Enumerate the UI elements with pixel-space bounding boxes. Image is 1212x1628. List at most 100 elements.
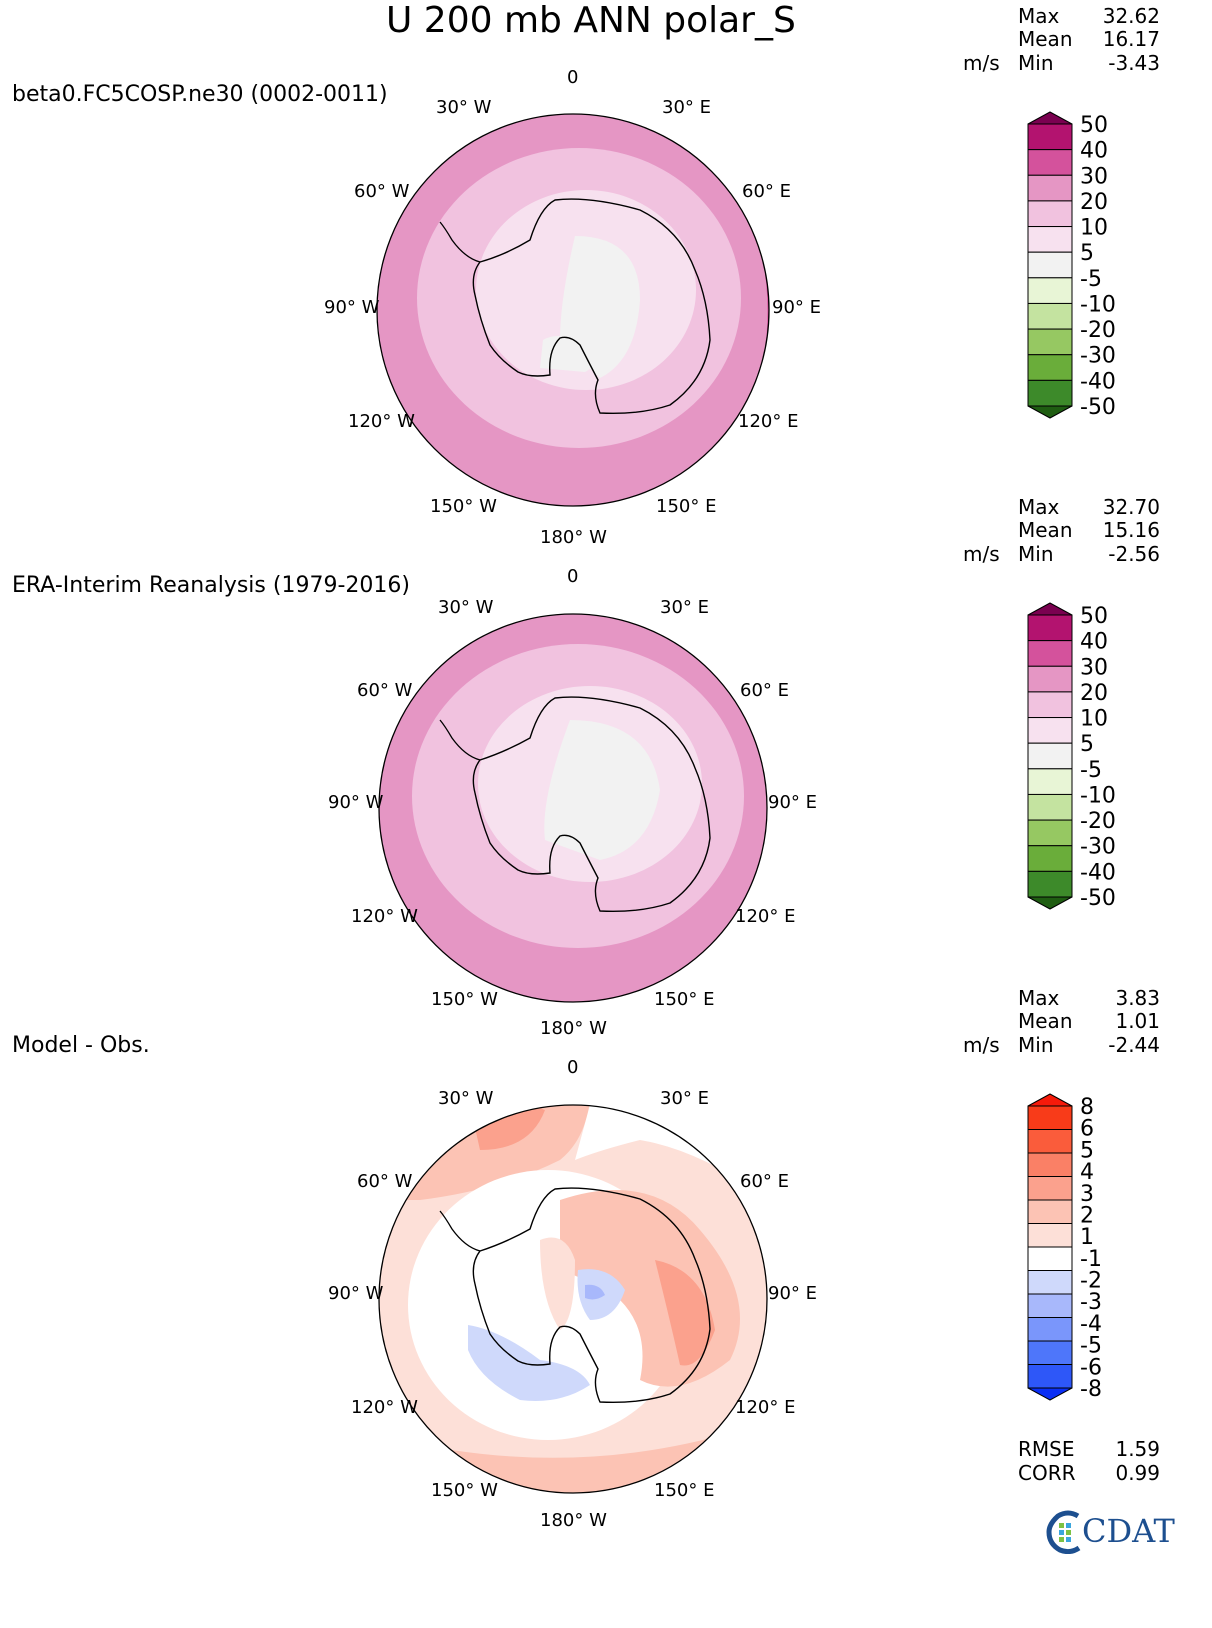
colorbar-tick-label: -30 (1080, 835, 1116, 860)
lon-label-30w: 30° W (438, 597, 494, 618)
colorbar-tick-label: 5 (1080, 732, 1094, 757)
lon-label-90e: 90° E (768, 792, 817, 813)
stat-min-label: Min (1018, 51, 1054, 75)
corr-value: 0.99 (1115, 1461, 1160, 1485)
lon-label-120w: 120° W (351, 1397, 418, 1418)
panel-label: ERA-Interim Reanalysis (1979-2016) (12, 573, 410, 598)
polar-map-ref (378, 613, 768, 1003)
stat-min-value: -2.56 (1108, 542, 1160, 566)
colorbar-tick-label: -8 (1080, 1377, 1102, 1402)
lon-label-60w: 60° W (354, 181, 410, 202)
lon-label-30w: 30° W (436, 97, 492, 118)
colorbar-tick-label: -20 (1080, 809, 1116, 834)
colorbar-box (1027, 226, 1073, 253)
colorbar-box (1027, 174, 1073, 202)
colorbar-tick-label: -50 (1080, 395, 1116, 420)
lon-label-150e: 150° E (656, 496, 717, 517)
colorbar-box (1027, 200, 1073, 228)
stat-max-label: Max (1018, 4, 1060, 28)
polar-map-diff (378, 1104, 768, 1494)
stat-mean-label: Mean (1018, 1009, 1073, 1033)
lon-label-120w: 120° W (348, 411, 415, 432)
lon-label-90w: 90° W (324, 297, 380, 318)
colorbar-box (1027, 277, 1073, 304)
lon-label-90e: 90° E (772, 297, 821, 318)
stat-max-value: 3.83 (1115, 986, 1160, 1010)
colorbar-tick-label: 20 (1080, 190, 1108, 215)
stat-max-value: 32.70 (1102, 495, 1160, 519)
figure-title: U 200 mb ANN polar_S (386, 0, 796, 41)
lon-label-60w: 60° W (357, 1171, 413, 1192)
colorbar-box (1027, 640, 1073, 667)
rmse-value: 1.59 (1115, 1437, 1160, 1461)
lon-label-120e: 120° E (738, 411, 799, 432)
lon-label-0: 0 (567, 67, 579, 88)
lon-label-0: 0 (567, 1057, 579, 1078)
colorbar-box (1027, 302, 1073, 330)
lon-label-120e: 120° E (735, 1397, 796, 1418)
colorbar-box (1027, 1199, 1073, 1224)
colorbar-box (1027, 665, 1073, 693)
lon-label-150w: 150° W (431, 1480, 498, 1501)
colorbar-box (1027, 123, 1073, 151)
lon-label-0: 0 (567, 566, 579, 587)
colorbar-box (1027, 251, 1073, 279)
colorbar-box (1027, 742, 1073, 770)
colorbar-box (1027, 379, 1073, 407)
stat-mean-value: 15.16 (1102, 518, 1160, 542)
lon-label-60w: 60° W (357, 680, 413, 701)
colorbar-box (1027, 1105, 1073, 1130)
colorbar-tick-label: -40 (1080, 369, 1116, 394)
lon-label-180: 180° W (540, 1510, 607, 1531)
colorbar-tick-label: -10 (1080, 783, 1116, 808)
colorbar-tick-label: -50 (1080, 886, 1116, 911)
colorbar-tick-label: -5 (1080, 267, 1102, 292)
lon-label-90w: 90° W (328, 1283, 384, 1304)
units-label: m/s (963, 1033, 1000, 1057)
lon-label-60e: 60° E (740, 1171, 789, 1192)
lon-label-150e: 150° E (654, 989, 715, 1010)
colorbar-box (1027, 1317, 1073, 1342)
colorbar-tick-label: -40 (1080, 860, 1116, 885)
colorbar-bottom-arrow (1027, 1387, 1073, 1401)
stat-max-value: 32.62 (1102, 4, 1160, 28)
stat-max-label: Max (1018, 986, 1060, 1010)
colorbar-tick-label: 50 (1080, 604, 1108, 629)
colorbar-box (1027, 354, 1073, 381)
stat-mean-label: Mean (1018, 27, 1073, 51)
colorbar-box (1027, 1340, 1073, 1365)
colorbar-tick-label: 6 (1080, 1117, 1094, 1142)
colorbar-tick-label: -10 (1080, 292, 1116, 317)
lon-label-150e: 150° E (654, 1480, 715, 1501)
lon-label-150w: 150° W (431, 989, 498, 1010)
lon-label-30w: 30° W (438, 1088, 494, 1109)
lon-label-120w: 120° W (351, 906, 418, 927)
rmse-label: RMSE (1018, 1437, 1075, 1461)
colorbar-tick-label: 2 (1080, 1203, 1094, 1228)
stat-min-label: Min (1018, 1033, 1054, 1057)
stat-mean-value: 1.01 (1115, 1009, 1160, 1033)
colorbar-tick-label: 10 (1080, 216, 1108, 241)
stat-max-label: Max (1018, 495, 1060, 519)
colorbar-tick-label: -5 (1080, 758, 1102, 783)
colorbar-tick-label: -3 (1080, 1290, 1102, 1315)
colorbar-box (1027, 845, 1073, 872)
cdat-logo-text: CDAT (1082, 1512, 1175, 1550)
panel-label: Model - Obs. (12, 1033, 150, 1058)
lon-label-30e: 30° E (662, 97, 711, 118)
lon-label-60e: 60° E (740, 680, 789, 701)
lon-label-90e: 90° E (768, 1283, 817, 1304)
colorbar-tick-label: 4 (1080, 1160, 1094, 1185)
lon-label-180: 180° W (540, 1018, 607, 1039)
colorbar-box (1027, 1223, 1073, 1248)
stat-mean-value: 16.17 (1102, 27, 1160, 51)
lon-label-30e: 30° E (660, 597, 709, 618)
lon-label-180: 180° W (540, 527, 607, 548)
colorbar-box (1027, 1270, 1073, 1295)
colorbar-tick-label: 3 (1080, 1182, 1094, 1207)
lon-label-30e: 30° E (660, 1088, 709, 1109)
cdat-logo-mark (1046, 1510, 1081, 1554)
units-label: m/s (963, 542, 1000, 566)
